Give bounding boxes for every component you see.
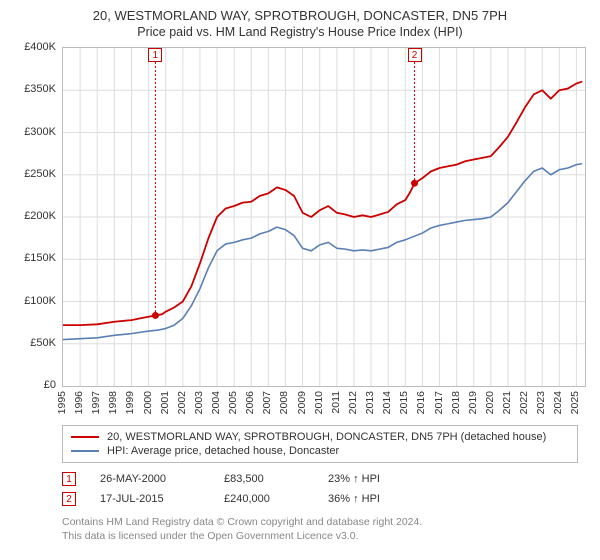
x-axis-labels: 1995199619971998199920002001200220032004…	[62, 389, 586, 423]
x-tick-label: 1998	[107, 391, 119, 414]
y-tick-label: £350K	[24, 83, 56, 95]
x-tick-label: 2002	[176, 391, 188, 414]
footer-line-1: Contains HM Land Registry data © Crown c…	[62, 515, 578, 529]
x-tick-label: 2016	[415, 391, 427, 414]
x-tick-label: 1996	[73, 391, 85, 414]
x-tick-label: 2020	[484, 391, 496, 414]
x-tick-label: 2000	[142, 391, 154, 414]
footer-attribution: Contains HM Land Registry data © Crown c…	[62, 515, 578, 543]
x-tick-label: 2008	[278, 391, 290, 414]
x-tick-label: 2023	[535, 391, 547, 414]
sale-event-date: 26-MAY-2000	[100, 473, 200, 485]
x-tick-label: 2004	[210, 391, 222, 414]
y-tick-label: £0	[44, 379, 56, 391]
x-tick-label: 2013	[364, 391, 376, 414]
legend-label: 20, WESTMORLAND WAY, SPROTBROUGH, DONCAS…	[107, 431, 546, 443]
x-tick-label: 2025	[569, 391, 581, 414]
sale-event-price: £240,000	[224, 493, 304, 505]
y-tick-label: £300K	[24, 126, 56, 138]
legend: 20, WESTMORLAND WAY, SPROTBROUGH, DONCAS…	[62, 425, 578, 463]
chart-container: 20, WESTMORLAND WAY, SPROTBROUGH, DONCAS…	[0, 0, 600, 560]
chart-title-address: 20, WESTMORLAND WAY, SPROTBROUGH, DONCAS…	[10, 8, 590, 23]
y-tick-label: £200K	[24, 210, 56, 222]
sale-event-price: £83,500	[224, 473, 304, 485]
x-tick-label: 1997	[90, 391, 102, 414]
legend-label: HPI: Average price, detached house, Donc…	[107, 445, 339, 457]
sale-marker-1: 1	[148, 48, 162, 62]
sale-event-diff: 23% ↑ HPI	[328, 473, 418, 485]
y-tick-label: £100K	[24, 295, 56, 307]
x-tick-label: 2011	[330, 391, 342, 414]
legend-swatch	[71, 436, 99, 438]
footer-line-2: This data is licensed under the Open Gov…	[62, 529, 578, 543]
legend-item: 20, WESTMORLAND WAY, SPROTBROUGH, DONCAS…	[71, 430, 569, 444]
x-tick-label: 2006	[244, 391, 256, 414]
sale-event-diff: 36% ↑ HPI	[328, 493, 418, 505]
x-tick-label: 1999	[124, 391, 136, 414]
x-tick-label: 2003	[193, 391, 205, 414]
y-tick-label: £400K	[24, 41, 56, 53]
x-tick-label: 2009	[296, 391, 308, 414]
x-tick-label: 2007	[261, 391, 273, 414]
x-tick-label: 2017	[433, 391, 445, 414]
x-tick-label: 2024	[552, 391, 564, 414]
x-tick-label: 2022	[518, 391, 530, 414]
chart-titles: 20, WESTMORLAND WAY, SPROTBROUGH, DONCAS…	[10, 8, 590, 43]
sale-event-row: 1 26-MAY-2000 £83,500 23% ↑ HPI	[62, 469, 578, 489]
chart-subtitle: Price paid vs. HM Land Registry's House …	[10, 25, 590, 39]
sale-event-marker: 1	[62, 472, 76, 486]
y-axis-labels: £0£50K£100K£150K£200K£250K£300K£350K£400…	[10, 47, 58, 387]
legend-item: HPI: Average price, detached house, Donc…	[71, 444, 569, 458]
sale-event-row: 2 17-JUL-2015 £240,000 36% ↑ HPI	[62, 489, 578, 509]
x-tick-label: 2001	[159, 391, 171, 414]
y-tick-label: £50K	[30, 337, 56, 349]
x-tick-label: 2005	[227, 391, 239, 414]
sale-event-marker: 2	[62, 492, 76, 506]
x-tick-label: 2019	[467, 391, 479, 414]
sale-events: 1 26-MAY-2000 £83,500 23% ↑ HPI 2 17-JUL-2015…	[62, 469, 578, 509]
x-tick-label: 2010	[313, 391, 325, 414]
plot-svg	[63, 48, 585, 386]
chart-area: £0 £50K £100K £150K £200K £250K £300K £350K £400…	[10, 43, 590, 423]
legend-swatch	[71, 450, 99, 452]
y-tick-label: £250K	[24, 168, 56, 180]
y-tick-label: £150K	[24, 252, 56, 264]
sale-marker-2: 2	[408, 48, 422, 62]
x-tick-label: 1995	[56, 391, 68, 414]
x-tick-label: 2015	[398, 391, 410, 414]
plot-area: 12	[62, 47, 586, 387]
sale-event-date: 17-JUL-2015	[100, 493, 200, 505]
x-tick-label: 2012	[347, 391, 359, 414]
x-tick-label: 2021	[501, 391, 513, 414]
x-tick-label: 2018	[450, 391, 462, 414]
x-tick-label: 2014	[381, 391, 393, 414]
